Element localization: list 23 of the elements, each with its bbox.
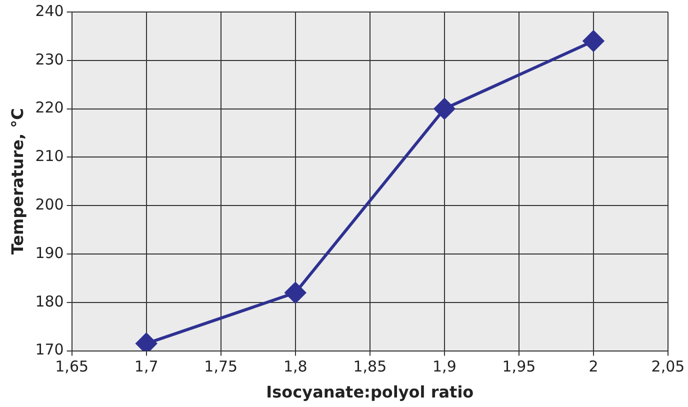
point [136,333,157,351]
x-tick-label: 1,75 [204,358,238,376]
y-tick-label: 210 [35,147,64,166]
x-tick-label: 1,95 [502,358,536,376]
x-tick-label: 1,7 [134,358,158,376]
x-tick-label: 2 [588,358,598,376]
y-tick-label: 190 [35,244,64,262]
x-tick-label: 1,85 [353,358,387,376]
y-tick-label: 200 [35,195,64,214]
y-tick-label: 220 [35,98,64,117]
x-tick-label: 1,65 [55,358,89,376]
y-tick-label: 240 [35,2,64,20]
x-tick-label: 1,8 [283,358,308,376]
x-tick-label: 1,9 [432,358,456,376]
x-tick-label: 2,05 [651,358,685,376]
x-axis-title: Isocyanate:polyol ratio [266,382,474,402]
y-tick-label: 230 [35,50,64,68]
point [582,30,604,52]
point [284,282,306,304]
y-tick-label: 170 [35,340,64,359]
point [434,98,455,120]
y-axis-title: Temperature, °C [8,108,27,255]
y-tick-label: 180 [35,292,64,310]
